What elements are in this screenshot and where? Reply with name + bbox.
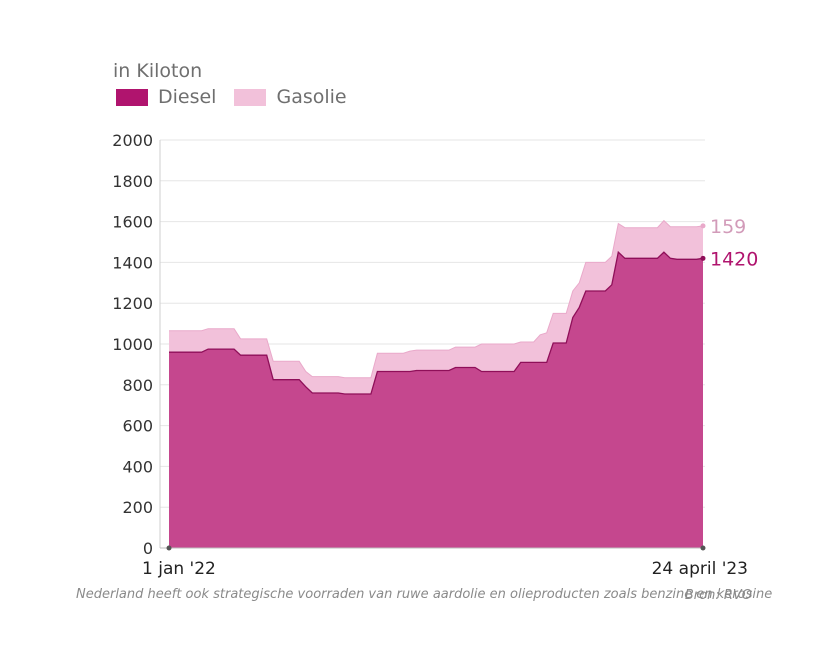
y-tick-label: 1600 [112, 213, 153, 232]
x-axis-end-dot [700, 545, 706, 551]
source-label: Bron: RVO [684, 588, 752, 603]
legend-swatch-gasolie [234, 88, 267, 106]
unit-label: in Kiloton [113, 60, 203, 82]
x-axis-start-dot [166, 545, 172, 551]
y-tick-label: 1400 [112, 253, 153, 272]
y-tick-label: 1000 [112, 335, 153, 354]
gasolie-line [169, 219, 704, 379]
x-tick-label-start: 1 jan '22 [142, 559, 216, 579]
y-tick-label: 2000 [112, 131, 153, 150]
gasolie-area [169, 220, 703, 394]
y-tick-label: 1800 [112, 172, 153, 191]
legend-label-gasolie: Gasolie [276, 86, 347, 108]
y-tick-label: 600 [122, 417, 153, 436]
gasolie-end-dot [700, 223, 706, 229]
legend-label-diesel: Diesel [158, 86, 217, 108]
legend-item-diesel: Diesel [116, 86, 216, 108]
y-tick-label: 400 [122, 457, 153, 476]
diesel-end-label: 1420 [710, 248, 758, 270]
footnote: Nederland heeft ook strategische voorrad… [76, 587, 773, 602]
diesel-area [169, 252, 703, 548]
x-tick-label-end: 24 april '23 [652, 559, 748, 579]
y-tick-label: 0 [143, 539, 153, 558]
diesel-line [169, 250, 704, 395]
legend-swatch-diesel [116, 88, 148, 106]
y-tick-label: 800 [122, 376, 153, 395]
diesel-end-dot [700, 255, 706, 261]
legend: Diesel Gasolie [116, 86, 365, 108]
legend-item-gasolie: Gasolie [234, 86, 347, 108]
gasolie-end-label: 159 [710, 216, 746, 238]
y-tick-label: 1200 [112, 294, 153, 313]
y-tick-label: 200 [122, 498, 153, 517]
